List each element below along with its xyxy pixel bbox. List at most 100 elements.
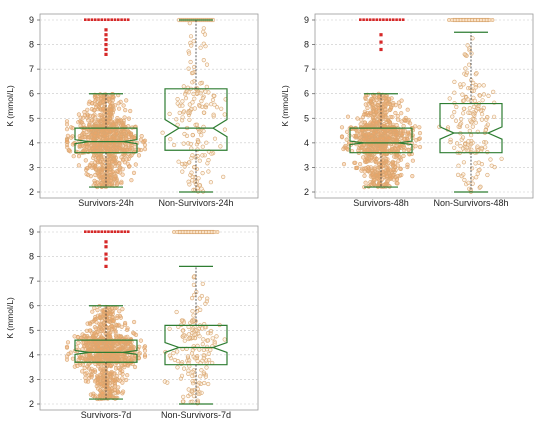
data-point	[92, 305, 97, 310]
data-point	[204, 62, 210, 67]
data-point	[359, 168, 364, 173]
data-point	[142, 353, 148, 358]
data-point	[197, 391, 202, 396]
data-point	[465, 43, 470, 48]
data-point	[209, 102, 214, 107]
data-point	[123, 377, 129, 383]
data-point	[167, 326, 172, 331]
outlier-point	[365, 18, 369, 21]
data-point	[206, 169, 211, 174]
data-point	[111, 319, 116, 324]
data-point	[201, 57, 206, 63]
data-point	[466, 142, 471, 147]
data-point	[199, 368, 204, 373]
data-point	[461, 111, 466, 116]
data-point	[116, 322, 121, 327]
data-point	[401, 123, 406, 129]
y-tick-label: 6	[29, 89, 34, 99]
data-point	[389, 175, 394, 180]
data-point	[90, 155, 96, 160]
data-point	[488, 157, 493, 162]
data-point	[107, 96, 112, 101]
data-point	[466, 110, 471, 115]
data-point	[91, 357, 96, 362]
data-point	[123, 335, 128, 340]
data-point	[363, 102, 368, 107]
data-point	[75, 334, 80, 340]
outlier-point	[395, 18, 398, 21]
data-point	[459, 116, 464, 122]
data-point	[116, 106, 122, 111]
data-point	[87, 148, 92, 153]
data-point	[100, 99, 105, 104]
data-point	[180, 99, 185, 104]
data-point	[118, 137, 124, 142]
data-point	[375, 176, 380, 181]
data-point	[103, 348, 109, 353]
y-tick-label: 7	[29, 64, 34, 74]
data-point	[466, 139, 471, 144]
data-point	[64, 127, 70, 132]
data-point	[132, 331, 137, 336]
data-point	[137, 344, 142, 349]
data-point	[116, 390, 121, 395]
data-point	[84, 370, 89, 375]
data-point	[125, 161, 130, 166]
data-point	[452, 79, 457, 84]
box-group-survivors	[64, 18, 148, 190]
data-point	[417, 136, 422, 141]
outlier-point	[100, 18, 104, 21]
data-point	[124, 98, 129, 103]
outlier-point	[104, 264, 108, 268]
data-point	[117, 378, 122, 383]
data-point	[386, 96, 392, 101]
outlier-point	[93, 18, 97, 21]
data-point	[101, 329, 106, 334]
outlier-point	[382, 18, 385, 21]
data-point	[197, 158, 202, 163]
data-point	[162, 379, 167, 384]
data-point	[83, 158, 88, 163]
data-point	[392, 160, 397, 166]
data-point	[76, 340, 81, 346]
data-point	[204, 365, 209, 370]
outlier-point	[97, 230, 100, 233]
y-tick-label: 5	[29, 113, 34, 123]
outlier-point	[104, 42, 108, 47]
data-point	[194, 122, 199, 127]
data-point	[354, 165, 360, 170]
data-point	[467, 106, 472, 111]
data-point	[448, 140, 453, 145]
y-tick-label: 9	[29, 227, 34, 237]
data-point	[182, 131, 187, 137]
data-point	[371, 174, 376, 180]
data-point	[108, 363, 113, 369]
x-category-label: Survivors-48h	[353, 198, 409, 208]
data-point	[457, 122, 463, 127]
data-point	[353, 160, 358, 165]
data-point	[179, 318, 184, 323]
data-point	[357, 162, 363, 167]
data-point	[395, 113, 400, 119]
data-point	[97, 169, 102, 174]
data-point	[458, 144, 463, 149]
data-point	[208, 347, 213, 353]
data-point	[365, 111, 370, 116]
notched-box	[349, 127, 413, 154]
data-point	[201, 110, 206, 115]
data-point	[344, 137, 349, 142]
data-point	[465, 97, 470, 102]
data-point	[88, 392, 93, 397]
x-category-label: Survivors-24h	[78, 198, 134, 208]
data-point	[369, 134, 374, 139]
outlier-point	[103, 18, 107, 21]
y-axis-label: K (mmol/L)	[280, 85, 290, 127]
data-point	[108, 182, 113, 187]
data-point	[391, 167, 396, 172]
data-point	[129, 131, 134, 136]
outlier-point	[104, 52, 108, 56]
data-point	[107, 387, 112, 392]
data-point	[467, 46, 472, 51]
notched-box	[164, 324, 228, 366]
outlier-point	[107, 18, 110, 21]
